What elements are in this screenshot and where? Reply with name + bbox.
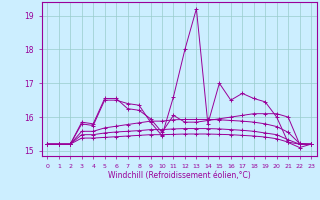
X-axis label: Windchill (Refroidissement éolien,°C): Windchill (Refroidissement éolien,°C): [108, 171, 251, 180]
